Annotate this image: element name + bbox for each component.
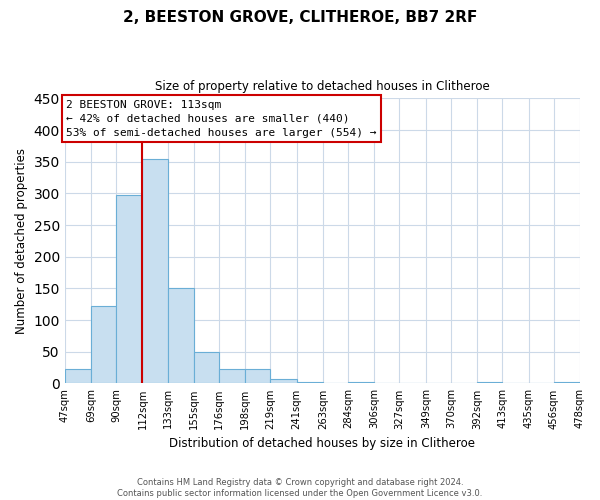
Text: 2, BEESTON GROVE, CLITHEROE, BB7 2RF: 2, BEESTON GROVE, CLITHEROE, BB7 2RF bbox=[123, 10, 477, 25]
Bar bbox=[219, 369, 245, 384]
Text: 2 BEESTON GROVE: 113sqm
← 42% of detached houses are smaller (440)
53% of semi-d: 2 BEESTON GROVE: 113sqm ← 42% of detache… bbox=[66, 100, 376, 138]
Bar bbox=[296, 382, 323, 384]
Bar bbox=[348, 382, 374, 384]
X-axis label: Distribution of detached houses by size in Clitheroe: Distribution of detached houses by size … bbox=[169, 437, 475, 450]
Y-axis label: Number of detached properties: Number of detached properties bbox=[15, 148, 28, 334]
Bar bbox=[194, 352, 219, 384]
Bar bbox=[245, 369, 271, 384]
Bar bbox=[116, 194, 142, 384]
Bar bbox=[167, 288, 194, 384]
Text: Contains HM Land Registry data © Crown copyright and database right 2024.
Contai: Contains HM Land Registry data © Crown c… bbox=[118, 478, 482, 498]
Bar bbox=[271, 379, 296, 384]
Bar bbox=[91, 306, 116, 384]
Bar bbox=[477, 382, 502, 384]
Bar bbox=[554, 382, 580, 384]
Title: Size of property relative to detached houses in Clitheroe: Size of property relative to detached ho… bbox=[155, 80, 490, 93]
Bar bbox=[65, 370, 91, 384]
Bar bbox=[142, 158, 167, 384]
